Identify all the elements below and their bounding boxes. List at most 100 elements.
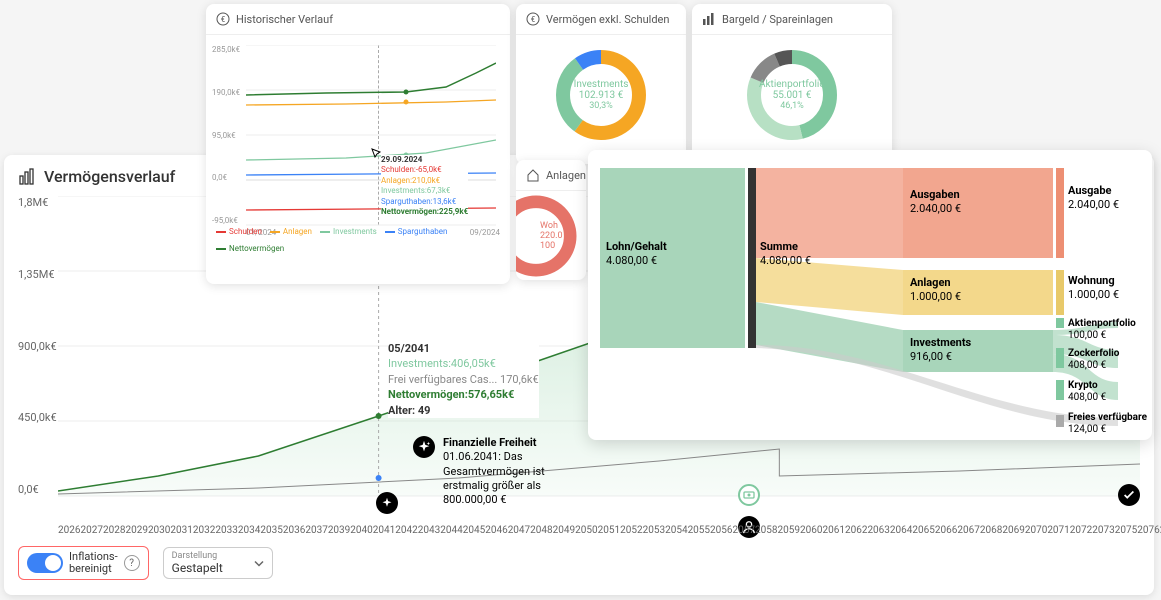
- x-tick: 2060: [800, 525, 822, 536]
- x-tick: 2063: [867, 525, 889, 536]
- check-marker[interactable]: [1118, 484, 1140, 506]
- x-tick: 2048: [530, 525, 552, 536]
- sparkle-icon: [413, 436, 435, 458]
- x-tick: 2069: [1002, 525, 1024, 536]
- inflation-toggle-label: Inflations-bereinigt: [69, 551, 118, 575]
- svg-text:Anlagen: Anlagen: [910, 276, 951, 289]
- anlagen-chart[interactable]: Woh 220.0 100: [516, 191, 586, 280]
- x-tick: 2068: [980, 525, 1002, 536]
- x-tick: 2073: [1092, 525, 1114, 536]
- axis-markers: [58, 484, 1140, 514]
- x-tick: 2065: [912, 525, 934, 536]
- chevron-down-icon: [254, 554, 264, 573]
- x-tick: 2036: [283, 525, 305, 536]
- x-tick: 2050: [575, 525, 597, 536]
- cash-savings-card: Bargeld / Spareinlagen Aktienportfolio 5…: [692, 4, 892, 164]
- sankey-chart[interactable]: Lohn/Gehalt 4.080,00 € Summe 4.080,00 € …: [588, 150, 1152, 440]
- x-tick: 2028: [103, 525, 125, 536]
- x-tick: 2055: [688, 525, 710, 536]
- x-tick: 2071: [1047, 525, 1069, 536]
- x-tick: 2056: [710, 525, 732, 536]
- x-tick: 2045: [463, 525, 485, 536]
- bar-chart-icon: [702, 12, 716, 26]
- x-tick: 2030: [148, 525, 170, 536]
- x-tick: 2051: [598, 525, 620, 536]
- svg-text:Zockerfolio: Zockerfolio: [1068, 348, 1120, 359]
- svg-text:4.080,00 €: 4.080,00 €: [606, 254, 657, 267]
- wealth-title: Vermögensverlauf: [44, 167, 175, 186]
- home-icon: [526, 168, 540, 182]
- bar-chart-icon: [18, 168, 36, 186]
- svg-text:124,00 €: 124,00 €: [1068, 424, 1107, 435]
- wealth-x-axis: 2026202720282029203020312032203320342035…: [58, 525, 1140, 536]
- svg-text:Ausgaben: Ausgaben: [910, 188, 960, 201]
- inflation-toggle[interactable]: [27, 553, 63, 573]
- hist-legend: Schulden Anlagen Investments Sparguthabe…: [216, 227, 500, 253]
- svg-text:408,00 €: 408,00 €: [1068, 392, 1107, 403]
- historical-chart[interactable]: 285,0k€ 190,0k€ 95,0k€ 0,0€ -95,0k€: [206, 35, 510, 255]
- wealth-tooltip: 05/2041 Investments:406,05k€ Frei verfüg…: [388, 341, 539, 418]
- hist-tooltip: 29.09.2024 Schulden:-65,0k€ Anlagen:210,…: [381, 155, 468, 217]
- x-tick: 2059: [778, 525, 800, 536]
- x-tick: 2034: [238, 525, 260, 536]
- x-tick: 2070: [1025, 525, 1047, 536]
- historical-title: Historischer Verlauf: [236, 13, 333, 26]
- x-tick: 2061: [822, 525, 844, 536]
- x-tick: 2035: [260, 525, 282, 536]
- svg-text:408,00 €: 408,00 €: [1068, 360, 1107, 371]
- x-tick: 2058: [755, 525, 777, 536]
- svg-text:2.040,00 €: 2.040,00 €: [1068, 198, 1119, 211]
- x-tick: 2029: [125, 525, 147, 536]
- euro-icon: €: [216, 12, 230, 26]
- anlagen-card: Anlagen Woh 220.0 100: [516, 160, 586, 280]
- sankey-panel: Lohn/Gehalt 4.080,00 € Summe 4.080,00 € …: [588, 150, 1152, 440]
- x-tick: 2032: [193, 525, 215, 536]
- historical-card: € Historischer Verlauf 285,0k€ 190,0k€ 9…: [206, 4, 510, 284]
- svg-text:4.080,00 €: 4.080,00 €: [760, 254, 811, 267]
- x-tick: 2046: [485, 525, 507, 536]
- svg-text:Krypto: Krypto: [1068, 380, 1098, 391]
- svg-text:100,00 €: 100,00 €: [1068, 330, 1107, 341]
- x-tick: 2062: [845, 525, 867, 536]
- x-tick: 2041: [373, 525, 395, 536]
- x-tick: 2037: [305, 525, 327, 536]
- donut2-chart[interactable]: Aktienportfolio 55.001 € 46,1%: [692, 35, 892, 155]
- help-icon[interactable]: ?: [124, 555, 140, 571]
- wealth-excl-debt-card: € Vermögen exkl. Schulden Investments 10…: [516, 4, 686, 164]
- svg-text:Freies verfügbare: Freies verfügbare: [1068, 412, 1148, 423]
- svg-text:Aktienportfolio: Aktienportfolio: [1068, 318, 1136, 329]
- x-tick: 2039: [328, 525, 350, 536]
- x-tick: 2066: [935, 525, 957, 536]
- x-tick: 2033: [215, 525, 237, 536]
- inflation-toggle-group: Inflations-bereinigt ?: [18, 546, 149, 580]
- svg-text:Investments: Investments: [910, 336, 972, 349]
- svg-text:Ausgabe: Ausgabe: [1068, 184, 1112, 197]
- x-tick: 2042: [395, 525, 417, 536]
- x-tick: 2026: [58, 525, 80, 536]
- display-mode-select[interactable]: Darstellung Gestapelt: [163, 547, 273, 579]
- x-tick: 2047: [508, 525, 530, 536]
- svg-text:916,00 €: 916,00 €: [910, 350, 952, 363]
- x-tick: 2054: [665, 525, 687, 536]
- donut1-chart[interactable]: Investments 102.913 € 30,3%: [516, 35, 686, 155]
- x-tick: 2044: [440, 525, 462, 536]
- x-tick: 2053: [643, 525, 665, 536]
- x-tick: 2064: [890, 525, 912, 536]
- euro-icon: €: [526, 12, 540, 26]
- x-tick: 2031: [170, 525, 192, 536]
- money-marker[interactable]: [738, 484, 760, 506]
- x-tick: 2057: [733, 525, 755, 536]
- x-tick: 2049: [553, 525, 575, 536]
- x-tick: 2072: [1070, 525, 1092, 536]
- sparkle-marker[interactable]: [376, 492, 398, 514]
- x-tick: 2043: [418, 525, 440, 536]
- x-tick: 2076: [1137, 525, 1159, 536]
- x-tick: 2052: [620, 525, 642, 536]
- x-tick: 2067: [957, 525, 979, 536]
- wealth-y-axis: 1,8M€ 1,35M€ 900,0k€ 450,0k€ 0,0€: [18, 196, 57, 496]
- sankey-income-label: Lohn/Gehalt: [606, 240, 667, 253]
- svg-text:2.040,00 €: 2.040,00 €: [910, 202, 961, 215]
- svg-text:1.000,00 €: 1.000,00 €: [910, 290, 961, 303]
- svg-text:1.000,00 €: 1.000,00 €: [1068, 288, 1119, 301]
- svg-text:€: €: [531, 15, 536, 24]
